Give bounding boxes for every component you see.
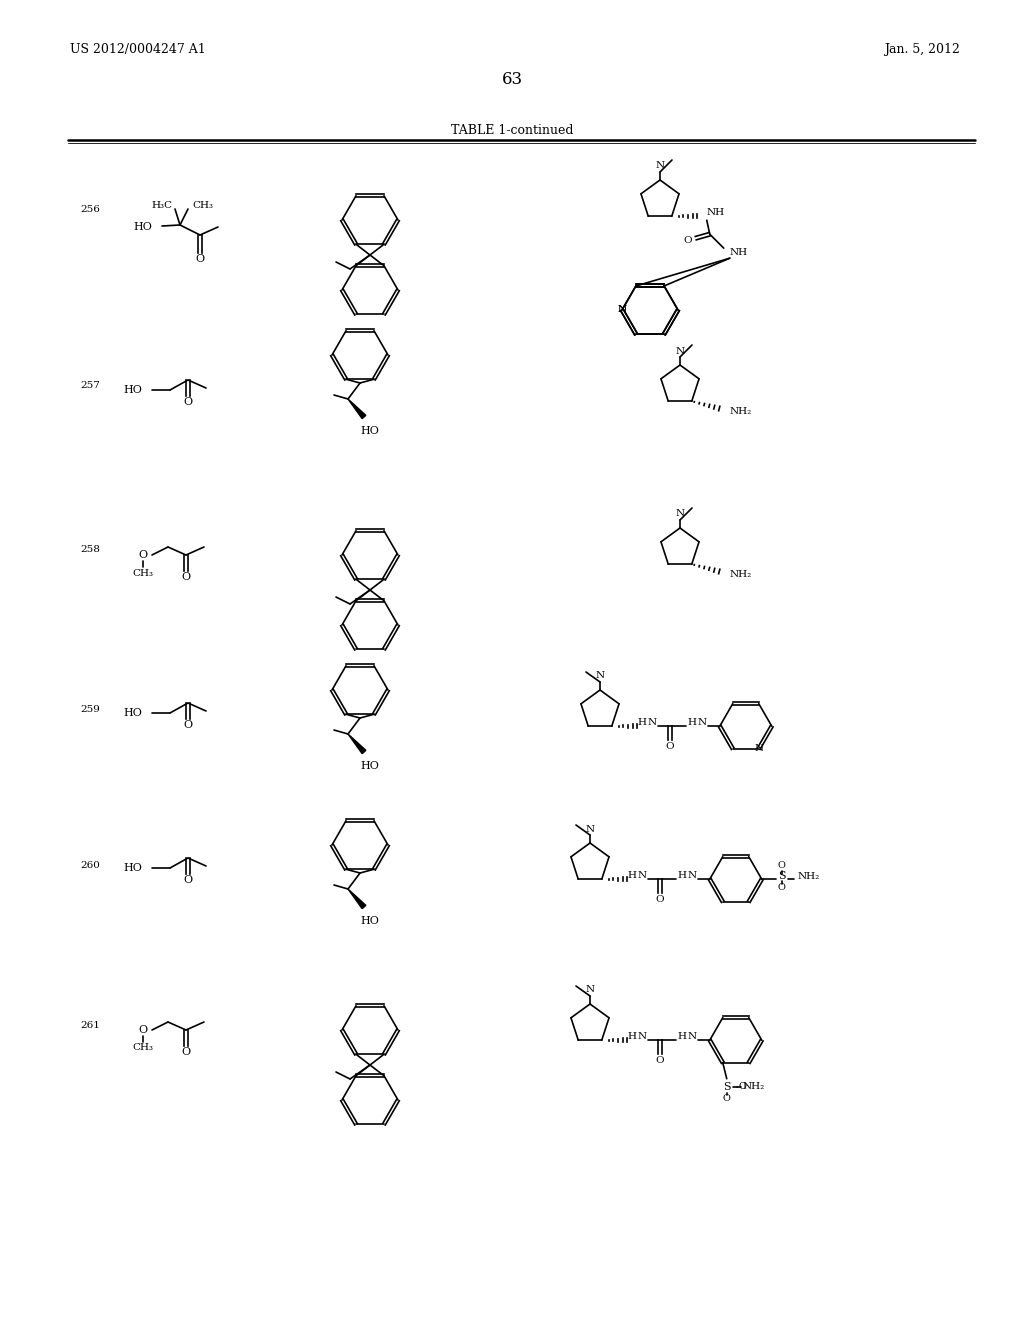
- Text: N: N: [637, 871, 646, 879]
- Text: N: N: [687, 1032, 696, 1040]
- Text: N: N: [595, 672, 604, 681]
- Text: O: O: [181, 1047, 190, 1057]
- Text: US 2012/0004247 A1: US 2012/0004247 A1: [70, 44, 206, 57]
- Text: CH₃: CH₃: [132, 569, 154, 578]
- Text: N: N: [617, 305, 627, 314]
- Text: HO: HO: [123, 708, 142, 718]
- Text: N: N: [687, 871, 696, 879]
- Text: N: N: [647, 718, 656, 727]
- Text: N: N: [697, 718, 707, 727]
- Text: O: O: [683, 236, 692, 244]
- Text: H: H: [628, 1032, 636, 1040]
- Polygon shape: [348, 734, 366, 754]
- Text: NH₂: NH₂: [730, 570, 752, 578]
- Text: NH: NH: [707, 207, 725, 216]
- Text: 260: 260: [80, 861, 100, 870]
- Polygon shape: [348, 399, 366, 418]
- Text: HO: HO: [360, 762, 379, 771]
- Text: NH₂: NH₂: [730, 407, 752, 416]
- Text: N: N: [617, 305, 627, 314]
- Text: O: O: [181, 572, 190, 582]
- Text: N: N: [637, 1032, 646, 1040]
- Text: 256: 256: [80, 206, 100, 214]
- Text: N: N: [586, 825, 595, 833]
- Text: 258: 258: [80, 545, 100, 554]
- Text: O: O: [778, 883, 785, 892]
- Text: O: O: [183, 719, 193, 730]
- Text: O: O: [738, 1082, 746, 1092]
- Polygon shape: [348, 888, 366, 908]
- Text: CH₃: CH₃: [193, 201, 213, 210]
- Text: NH₂: NH₂: [742, 1082, 765, 1092]
- Text: Jan. 5, 2012: Jan. 5, 2012: [884, 44, 961, 57]
- Text: O: O: [655, 895, 665, 904]
- Text: S: S: [778, 871, 785, 882]
- Text: NH₂: NH₂: [798, 871, 820, 880]
- Text: HO: HO: [360, 916, 379, 927]
- Text: O: O: [666, 742, 674, 751]
- Text: O: O: [723, 1094, 731, 1104]
- Text: 261: 261: [80, 1020, 100, 1030]
- Text: O: O: [138, 1026, 147, 1035]
- Text: TABLE 1-continued: TABLE 1-continued: [451, 124, 573, 136]
- Text: H₃C: H₃C: [151, 201, 172, 210]
- Text: HO: HO: [123, 863, 142, 873]
- Text: HO: HO: [360, 426, 379, 436]
- Text: N: N: [676, 510, 685, 519]
- Text: 259: 259: [80, 705, 100, 714]
- Text: H: H: [677, 871, 686, 879]
- Text: O: O: [778, 861, 785, 870]
- Text: CH₃: CH₃: [132, 1044, 154, 1052]
- Text: N: N: [586, 986, 595, 994]
- Text: S: S: [723, 1081, 730, 1092]
- Text: O: O: [655, 1056, 665, 1065]
- Text: O: O: [183, 875, 193, 884]
- Text: H: H: [687, 718, 696, 727]
- Text: O: O: [138, 550, 147, 560]
- Text: O: O: [183, 397, 193, 407]
- Text: N: N: [676, 346, 685, 355]
- Text: HO: HO: [123, 385, 142, 395]
- Text: N: N: [755, 744, 763, 754]
- Text: HO: HO: [133, 222, 152, 232]
- Text: 63: 63: [502, 71, 522, 88]
- Text: 257: 257: [80, 380, 100, 389]
- Text: N: N: [655, 161, 665, 170]
- Text: H: H: [637, 718, 646, 727]
- Text: H: H: [677, 1032, 686, 1040]
- Text: NH: NH: [730, 248, 748, 256]
- Text: O: O: [196, 253, 205, 264]
- Text: H: H: [628, 871, 636, 879]
